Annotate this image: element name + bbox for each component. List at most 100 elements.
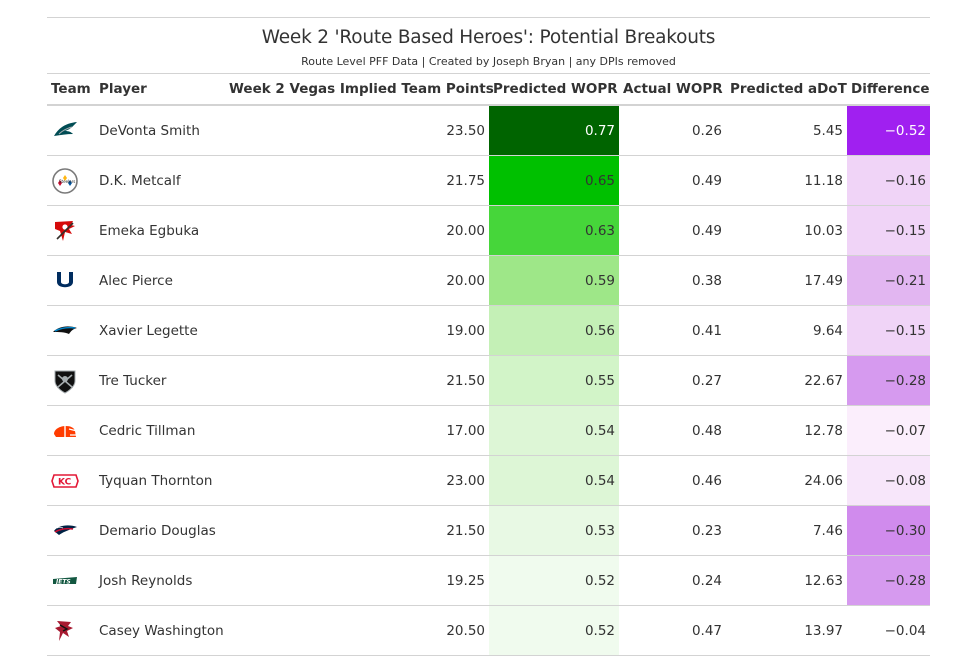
jets-logo-icon: JETS — [53, 576, 77, 585]
table-row: Cedric Tillman 17.00 0.54 0.48 12.78 −0.07 — [47, 405, 930, 456]
predicted-wopr-cell: 0.54 — [489, 405, 619, 456]
team-cell — [47, 355, 95, 406]
patriots-logo-icon — [54, 524, 77, 535]
team-cell — [47, 405, 95, 456]
chiefs-logo-icon: KC — [51, 473, 79, 488]
table-body: DeVonta Smith 23.50 0.77 0.26 5.45 −0.52 Steel… — [47, 105, 930, 656]
predicted-wopr-cell: 0.65 — [489, 155, 619, 206]
svg-text:JETS: JETS — [55, 578, 71, 585]
actual-wopr-cell: 0.49 — [619, 205, 726, 256]
team-cell — [47, 505, 95, 556]
colts-logo-icon — [57, 271, 73, 287]
implied-points-cell: 23.50 — [225, 105, 489, 156]
actual-wopr-cell: 0.23 — [619, 505, 726, 556]
steelers-logo-icon: Steelers — [52, 167, 78, 194]
implied-points-cell: 19.25 — [225, 555, 489, 606]
difference-cell: −0.08 — [847, 455, 930, 506]
svg-text:Steelers: Steelers — [59, 179, 75, 184]
table-row: JETS Josh Reynolds 19.25 0.52 0.24 12.63 −0.28 — [47, 555, 930, 606]
predicted-wopr-cell: 0.53 — [489, 505, 619, 556]
header-row: Team Player Week 2 Vegas Implied Team Po… — [47, 73, 930, 106]
predicted-wopr-cell: 0.63 — [489, 205, 619, 256]
actual-wopr-cell: 0.46 — [619, 455, 726, 506]
team-cell — [47, 255, 95, 306]
implied-points-cell: 23.00 — [225, 455, 489, 506]
actual-wopr-cell: 0.48 — [619, 405, 726, 456]
eagles-logo-icon — [54, 121, 77, 136]
implied-points-cell: 17.00 — [225, 405, 489, 456]
player-cell: Cedric Tillman — [95, 405, 225, 456]
actual-wopr-cell: 0.38 — [619, 255, 726, 306]
player-cell: Alec Pierce — [95, 255, 225, 306]
table-title: Week 2 'Route Based Heroes': Potential B… — [261, 27, 716, 48]
player-cell: Tyquan Thornton — [95, 455, 225, 506]
browns-logo-icon — [54, 423, 78, 437]
table-row: Steelers D.K. Metcalf 21.75 0.65 0.49 11.18 −0… — [47, 155, 930, 206]
predicted-adot-cell: 13.97 — [726, 605, 847, 656]
table-row: DeVonta Smith 23.50 0.77 0.26 5.45 −0.52 — [47, 105, 930, 156]
predicted-adot-cell: 12.63 — [726, 555, 847, 606]
table-row: Xavier Legette 19.00 0.56 0.41 9.64 −0.15 — [47, 305, 930, 356]
actual-wopr-cell: 0.27 — [619, 355, 726, 406]
implied-points-cell: 19.00 — [225, 305, 489, 356]
header-team: Team — [47, 73, 95, 106]
header-predicted-adot: Predicted aDoT — [726, 73, 847, 106]
panthers-logo-icon — [53, 325, 77, 334]
difference-cell: −0.16 — [847, 155, 930, 206]
player-cell: Emeka Egbuka — [95, 205, 225, 256]
difference-cell: −0.52 — [847, 105, 930, 156]
implied-points-cell: 20.50 — [225, 605, 489, 656]
predicted-wopr-cell: 0.59 — [489, 255, 619, 306]
difference-cell: −0.21 — [847, 255, 930, 306]
actual-wopr-cell: 0.41 — [619, 305, 726, 356]
predicted-adot-cell: 12.78 — [726, 405, 847, 456]
predicted-wopr-cell: 0.56 — [489, 305, 619, 356]
team-cell — [47, 205, 95, 256]
header-predicted-wopr: Predicted WOPR — [489, 73, 619, 106]
table-row: Alec Pierce 20.00 0.59 0.38 17.49 −0.21 — [47, 255, 930, 306]
actual-wopr-cell: 0.26 — [619, 105, 726, 156]
team-cell — [47, 305, 95, 356]
predicted-adot-cell: 10.03 — [726, 205, 847, 256]
predicted-adot-cell: 24.06 — [726, 455, 847, 506]
breakouts-table: Team Player Week 2 Vegas Implied Team Po… — [47, 73, 930, 656]
table-row: Casey Washington 20.50 0.52 0.47 13.97 −0.04 — [47, 605, 930, 656]
team-cell — [47, 105, 95, 156]
player-cell: Xavier Legette — [95, 305, 225, 356]
predicted-adot-cell: 9.64 — [726, 305, 847, 356]
predicted-adot-cell: 5.45 — [726, 105, 847, 156]
difference-cell: −0.15 — [847, 305, 930, 356]
table-row: Tre Tucker 21.50 0.55 0.27 22.67 −0.28 — [47, 355, 930, 406]
implied-points-cell: 21.50 — [225, 355, 489, 406]
table-row: Demario Douglas 21.50 0.53 0.23 7.46 −0.30 — [47, 505, 930, 556]
actual-wopr-cell: 0.47 — [619, 605, 726, 656]
table-container: Week 2 'Route Based Heroes': Potential B… — [47, 17, 930, 656]
difference-cell: −0.28 — [847, 355, 930, 406]
buccaneers-logo-icon — [55, 220, 75, 241]
team-cell: KC — [47, 455, 95, 506]
actual-wopr-cell: 0.49 — [619, 155, 726, 206]
player-cell: Casey Washington — [95, 605, 225, 656]
implied-points-cell: 21.75 — [225, 155, 489, 206]
predicted-adot-cell: 22.67 — [726, 355, 847, 406]
implied-points-cell: 21.50 — [225, 505, 489, 556]
player-cell: D.K. Metcalf — [95, 155, 225, 206]
team-cell — [47, 605, 95, 656]
falcons-logo-icon — [55, 620, 73, 641]
team-cell: Steelers — [47, 155, 95, 206]
header-difference: Difference — [847, 73, 930, 106]
table-subtitle: Route Level PFF Data | Created by Joseph… — [301, 55, 676, 68]
difference-cell: −0.30 — [847, 505, 930, 556]
predicted-wopr-cell: 0.54 — [489, 455, 619, 506]
player-cell: Josh Reynolds — [95, 555, 225, 606]
implied-points-cell: 20.00 — [225, 205, 489, 256]
difference-cell: −0.07 — [847, 405, 930, 456]
table-row: KC Tyquan Thornton 23.00 0.54 0.46 24.06 −0.08 — [47, 455, 930, 506]
raiders-logo-icon — [54, 370, 76, 394]
difference-cell: −0.15 — [847, 205, 930, 256]
predicted-adot-cell: 11.18 — [726, 155, 847, 206]
difference-cell: −0.28 — [847, 555, 930, 606]
header-implied-points: Week 2 Vegas Implied Team Points — [225, 73, 494, 106]
implied-points-cell: 20.00 — [225, 255, 489, 306]
predicted-wopr-cell: 0.52 — [489, 605, 619, 656]
